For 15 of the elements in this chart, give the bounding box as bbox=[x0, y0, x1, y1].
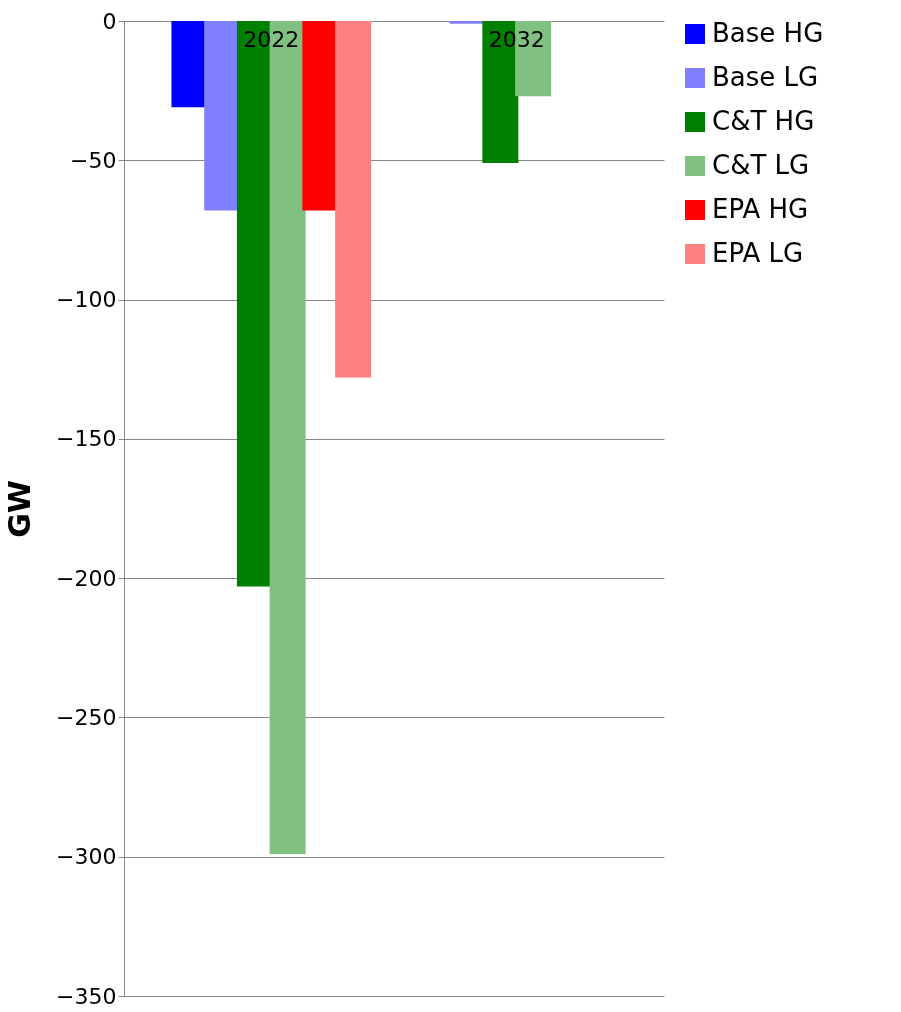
y-tick-label: −150 bbox=[56, 426, 117, 452]
y-tick-label: −350 bbox=[56, 983, 117, 1009]
legend-label: C&T LG bbox=[712, 150, 810, 180]
legend-label: EPA LG bbox=[712, 238, 804, 268]
y-tick-label: −200 bbox=[56, 565, 117, 591]
y-tick-label: −250 bbox=[56, 704, 117, 730]
y-axis-title: GW bbox=[2, 480, 38, 538]
legend-label: Base LG bbox=[712, 62, 819, 92]
legend-label: Base HG bbox=[712, 18, 824, 48]
y-tick-label: −50 bbox=[70, 147, 117, 173]
y-tick-label: −100 bbox=[56, 287, 117, 313]
y-tick-label: −300 bbox=[56, 844, 117, 870]
y-tick-label: 0 bbox=[102, 8, 117, 34]
legend-label: EPA HG bbox=[712, 194, 809, 224]
legend-label: C&T HG bbox=[712, 106, 815, 136]
